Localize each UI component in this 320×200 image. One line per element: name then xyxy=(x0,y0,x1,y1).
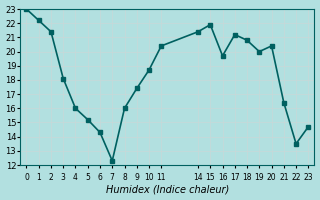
X-axis label: Humidex (Indice chaleur): Humidex (Indice chaleur) xyxy=(106,184,229,194)
